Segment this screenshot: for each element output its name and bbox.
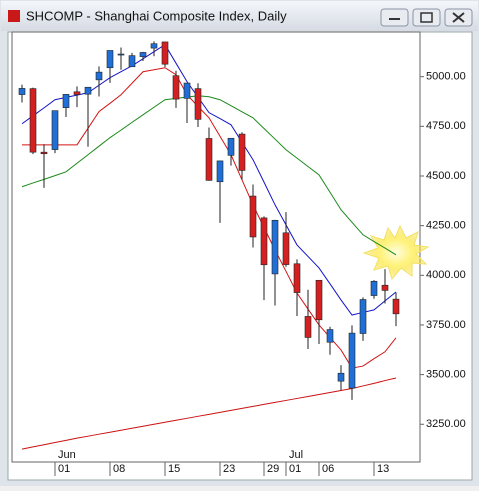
moving-average-line xyxy=(21,377,397,450)
candle-body xyxy=(18,88,26,95)
candle-body xyxy=(326,329,334,343)
candle-body xyxy=(293,263,301,293)
y-tick-label: 4750.00 xyxy=(426,120,466,132)
minimize-button[interactable] xyxy=(380,8,409,27)
candle-body xyxy=(40,151,48,155)
y-tick-label: 3500.00 xyxy=(426,369,466,381)
x-tick-label: 01 xyxy=(289,463,301,475)
candle-body xyxy=(315,279,323,321)
y-tick-label: 3750.00 xyxy=(426,319,466,331)
window-title: SHCOMP - Shanghai Composite Index, Daily xyxy=(26,8,287,23)
app-icon xyxy=(8,10,20,22)
candle-body xyxy=(271,219,279,275)
maximize-icon xyxy=(420,12,433,23)
close-icon xyxy=(452,12,465,23)
candle-body xyxy=(29,88,37,153)
y-tick-label: 5000.00 xyxy=(426,71,466,83)
candle-body xyxy=(348,332,356,389)
x-tick-label: 06 xyxy=(322,463,334,475)
candle-body xyxy=(106,50,114,69)
x-tick-label: 13 xyxy=(377,463,389,475)
candle-body xyxy=(238,133,246,171)
candle-body xyxy=(370,280,378,296)
x-tick-label: 23 xyxy=(223,463,235,475)
y-tick-label: 4000.00 xyxy=(426,269,466,281)
highlight-burst xyxy=(362,224,430,281)
candle-body xyxy=(194,88,202,120)
candle-body xyxy=(51,110,59,150)
candle-body xyxy=(150,43,158,49)
moving-average-line xyxy=(21,44,397,316)
x-tick-label: 29 xyxy=(267,463,279,475)
candle-body xyxy=(381,284,389,291)
candle-body xyxy=(117,53,125,56)
candle-body xyxy=(73,91,81,95)
candle-body xyxy=(337,372,345,382)
candle-body xyxy=(260,217,268,266)
candle-body xyxy=(84,86,92,95)
month-label: Jun xyxy=(58,449,76,461)
candle-body xyxy=(205,138,213,181)
maximize-button[interactable] xyxy=(412,8,441,27)
moving-average-line xyxy=(22,67,397,369)
plot-area xyxy=(11,31,421,463)
candle-body xyxy=(227,137,235,156)
candle-body xyxy=(282,232,290,265)
candle-body xyxy=(183,82,191,99)
y-tick-label: 4250.00 xyxy=(426,220,466,232)
candle-body xyxy=(304,316,312,338)
candle-body xyxy=(392,298,400,315)
candle-body xyxy=(62,94,70,108)
candle-body xyxy=(359,299,367,334)
candle-body xyxy=(139,52,147,57)
moving-average-line xyxy=(21,95,397,256)
month-label: Jul xyxy=(289,449,303,461)
x-tick-label: 15 xyxy=(168,463,180,475)
candle-body xyxy=(128,55,136,68)
candle-body xyxy=(249,195,257,238)
candle-body xyxy=(95,71,103,81)
y-tick-label: 3250.00 xyxy=(426,418,466,430)
candle-body xyxy=(216,160,224,183)
candle-body xyxy=(172,75,180,100)
x-tick-label: 08 xyxy=(113,463,125,475)
y-tick-label: 4500.00 xyxy=(426,170,466,182)
candle-body xyxy=(161,41,169,65)
x-tick-label: 01 xyxy=(58,463,70,475)
